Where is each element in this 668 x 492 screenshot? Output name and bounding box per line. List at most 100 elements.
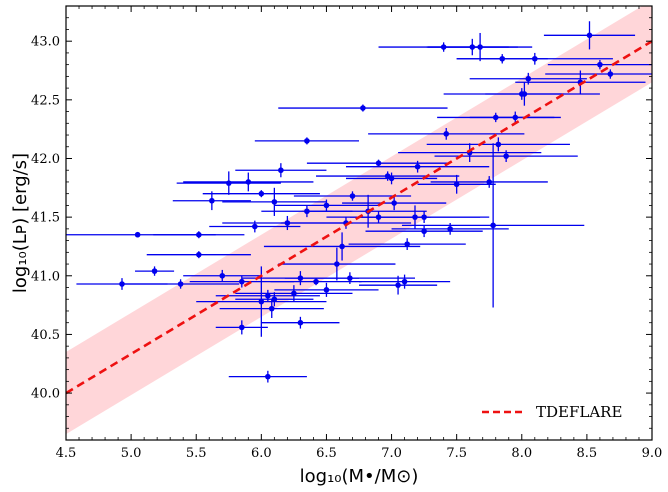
data-point bbox=[342, 196, 447, 211]
data-point bbox=[345, 172, 438, 185]
data-point bbox=[189, 275, 294, 288]
y-tick-label: 41.0 bbox=[31, 269, 60, 284]
data-point bbox=[261, 205, 353, 218]
data-point bbox=[359, 275, 438, 295]
data-marker bbox=[490, 222, 496, 229]
data-point bbox=[278, 247, 396, 281]
data-point bbox=[121, 279, 240, 289]
x-tick-label: 5.0 bbox=[121, 446, 142, 461]
confidence-band bbox=[66, 6, 652, 435]
confidence-band-layer bbox=[66, 6, 652, 435]
x-tick-label: 9.0 bbox=[642, 446, 663, 461]
fit-line-layer bbox=[66, 40, 652, 395]
data-point bbox=[219, 299, 324, 319]
data-marker bbox=[323, 287, 330, 293]
data-marker bbox=[177, 281, 184, 287]
data-marker bbox=[304, 138, 310, 144]
data-point bbox=[274, 282, 379, 297]
data-marker bbox=[375, 160, 382, 166]
data-marker bbox=[196, 231, 202, 238]
data-point bbox=[417, 174, 496, 194]
data-marker bbox=[313, 278, 319, 285]
data-point bbox=[426, 38, 518, 56]
data-marker bbox=[469, 44, 476, 50]
data-point bbox=[263, 232, 421, 261]
data-point bbox=[368, 127, 525, 140]
y-tick-label: 42.5 bbox=[31, 93, 60, 108]
data-marker bbox=[323, 202, 330, 209]
data-point bbox=[485, 82, 564, 106]
data-marker bbox=[404, 241, 410, 247]
data-marker bbox=[597, 61, 603, 68]
data-point bbox=[545, 69, 652, 79]
data-point bbox=[235, 292, 314, 307]
data-point bbox=[278, 104, 448, 112]
x-tick-label: 6.0 bbox=[251, 446, 272, 461]
data-point bbox=[359, 211, 490, 223]
y-tick-label: 41.5 bbox=[31, 211, 60, 226]
data-marker bbox=[271, 199, 278, 205]
data-marker bbox=[388, 175, 395, 182]
data-point bbox=[426, 137, 570, 152]
y-tick-label: 40.5 bbox=[31, 328, 60, 343]
data-marker bbox=[239, 324, 245, 331]
data-marker bbox=[258, 298, 265, 305]
x-axis-label: log₁₀(M•/M⊙) bbox=[300, 466, 419, 487]
x-tick-label: 5.5 bbox=[186, 446, 207, 461]
data-point bbox=[228, 370, 307, 383]
x-tick-label: 6.5 bbox=[316, 446, 337, 461]
data-point bbox=[135, 266, 175, 276]
data-point bbox=[172, 191, 251, 211]
data-marker bbox=[586, 32, 593, 39]
data-marker bbox=[521, 91, 528, 97]
data-marker bbox=[334, 261, 340, 267]
data-marker bbox=[503, 153, 509, 159]
data-point bbox=[306, 159, 451, 167]
data-marker bbox=[512, 114, 519, 121]
fit-line-tdeflare bbox=[66, 40, 652, 395]
data-marker bbox=[414, 163, 421, 170]
data-point bbox=[196, 266, 327, 337]
data-point bbox=[365, 225, 483, 238]
data-marker bbox=[258, 190, 265, 197]
data-points-layer bbox=[66, 21, 652, 383]
data-marker bbox=[134, 231, 141, 238]
data-marker bbox=[401, 278, 408, 285]
data-marker bbox=[265, 292, 271, 299]
data-point bbox=[293, 191, 412, 201]
data-marker bbox=[225, 180, 232, 186]
data-marker bbox=[151, 268, 158, 274]
y-tick-label: 42.0 bbox=[31, 152, 60, 167]
data-marker bbox=[421, 228, 427, 235]
data-point bbox=[153, 231, 245, 239]
data-marker bbox=[532, 55, 538, 62]
data-point bbox=[391, 223, 509, 235]
data-marker bbox=[486, 179, 493, 185]
data-marker bbox=[209, 197, 215, 204]
data-marker bbox=[245, 179, 252, 185]
data-marker bbox=[360, 105, 366, 111]
data-marker bbox=[239, 278, 245, 285]
data-marker bbox=[391, 200, 397, 206]
x-tick-label: 7.5 bbox=[446, 446, 467, 461]
data-point bbox=[183, 172, 314, 192]
data-marker bbox=[297, 275, 304, 281]
data-point bbox=[543, 21, 636, 50]
data-marker bbox=[421, 214, 427, 220]
plot-frame bbox=[65, 5, 653, 441]
data-marker bbox=[495, 141, 502, 148]
data-point bbox=[235, 285, 353, 302]
data-marker bbox=[395, 282, 401, 288]
data-marker bbox=[271, 296, 278, 303]
data-point bbox=[469, 111, 561, 124]
data-marker bbox=[525, 75, 532, 82]
data-marker bbox=[447, 226, 453, 232]
data-point bbox=[345, 160, 490, 173]
data-marker bbox=[252, 223, 258, 230]
data-marker bbox=[443, 131, 450, 137]
data-point bbox=[348, 238, 466, 250]
data-point bbox=[430, 176, 548, 188]
data-point bbox=[235, 163, 327, 178]
y-tick-label: 43.0 bbox=[31, 35, 60, 50]
